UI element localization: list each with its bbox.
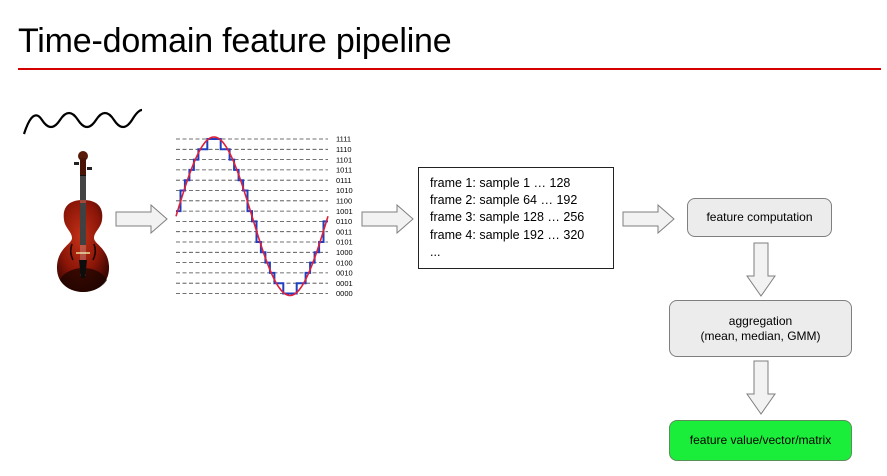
quantization-code-label: 0010: [336, 269, 353, 278]
right-arrow-3: [622, 204, 675, 234]
page-title: Time-domain feature pipeline: [18, 22, 452, 60]
quantization-code-label: 0100: [336, 258, 353, 267]
right-arrow-2: [361, 204, 414, 234]
quantization-code-label: 1110: [336, 145, 352, 154]
quantization-code-label: 0110: [336, 217, 352, 226]
quantization-code-label: 1000: [336, 248, 353, 257]
frame-item: frame 2: sample 64 … 192: [430, 193, 578, 208]
quantization-code-label: 0001: [336, 279, 353, 288]
quantization-grid: [176, 138, 328, 294]
frame-item: frame 3: sample 128 … 256: [430, 210, 585, 225]
feature-computation-box: feature computation: [687, 198, 832, 237]
feature-computation-label: feature computation: [706, 210, 813, 224]
quantization-code-label: 0111: [336, 176, 352, 185]
quantization-code-label: 1001: [336, 207, 353, 216]
feature-value-box: feature value/vector/matrix: [669, 420, 852, 461]
down-arrow-2: [746, 360, 776, 415]
frame-item: frame 4: sample 192 … 320: [430, 227, 585, 242]
quantization-code-label: 0101: [336, 238, 353, 247]
violin-icon: [56, 151, 110, 292]
aggregation-label: aggregation: [728, 313, 793, 328]
sine-wave-icon: [22, 108, 143, 135]
quantization-code-label: 1011: [336, 166, 352, 175]
title-underline: [18, 68, 881, 70]
quantization-code-label: 1010: [336, 186, 353, 195]
feature-value-label: feature value/vector/matrix: [689, 433, 832, 447]
frames-list: frame 1: sample 1 … 128 frame 2: sample …: [418, 167, 614, 269]
analog-signal: [175, 136, 329, 297]
right-arrow-1: [115, 204, 168, 234]
quantization-code-label: 0000: [336, 289, 353, 298]
quantization-code-label: 1111: [336, 135, 351, 144]
aggregation-methods-label: (mean, median, GMM): [700, 328, 821, 343]
frame-item-ellipsis: ...: [430, 244, 441, 259]
quantization-code-label: 0011: [336, 227, 352, 236]
quantization-code-label: 1100: [336, 197, 352, 206]
down-arrow-1: [746, 242, 776, 297]
quantization-code-label: 1101: [336, 155, 352, 164]
aggregation-box: aggregation (mean, median, GMM): [669, 300, 852, 357]
frame-item: frame 1: sample 1 … 128: [430, 176, 571, 190]
